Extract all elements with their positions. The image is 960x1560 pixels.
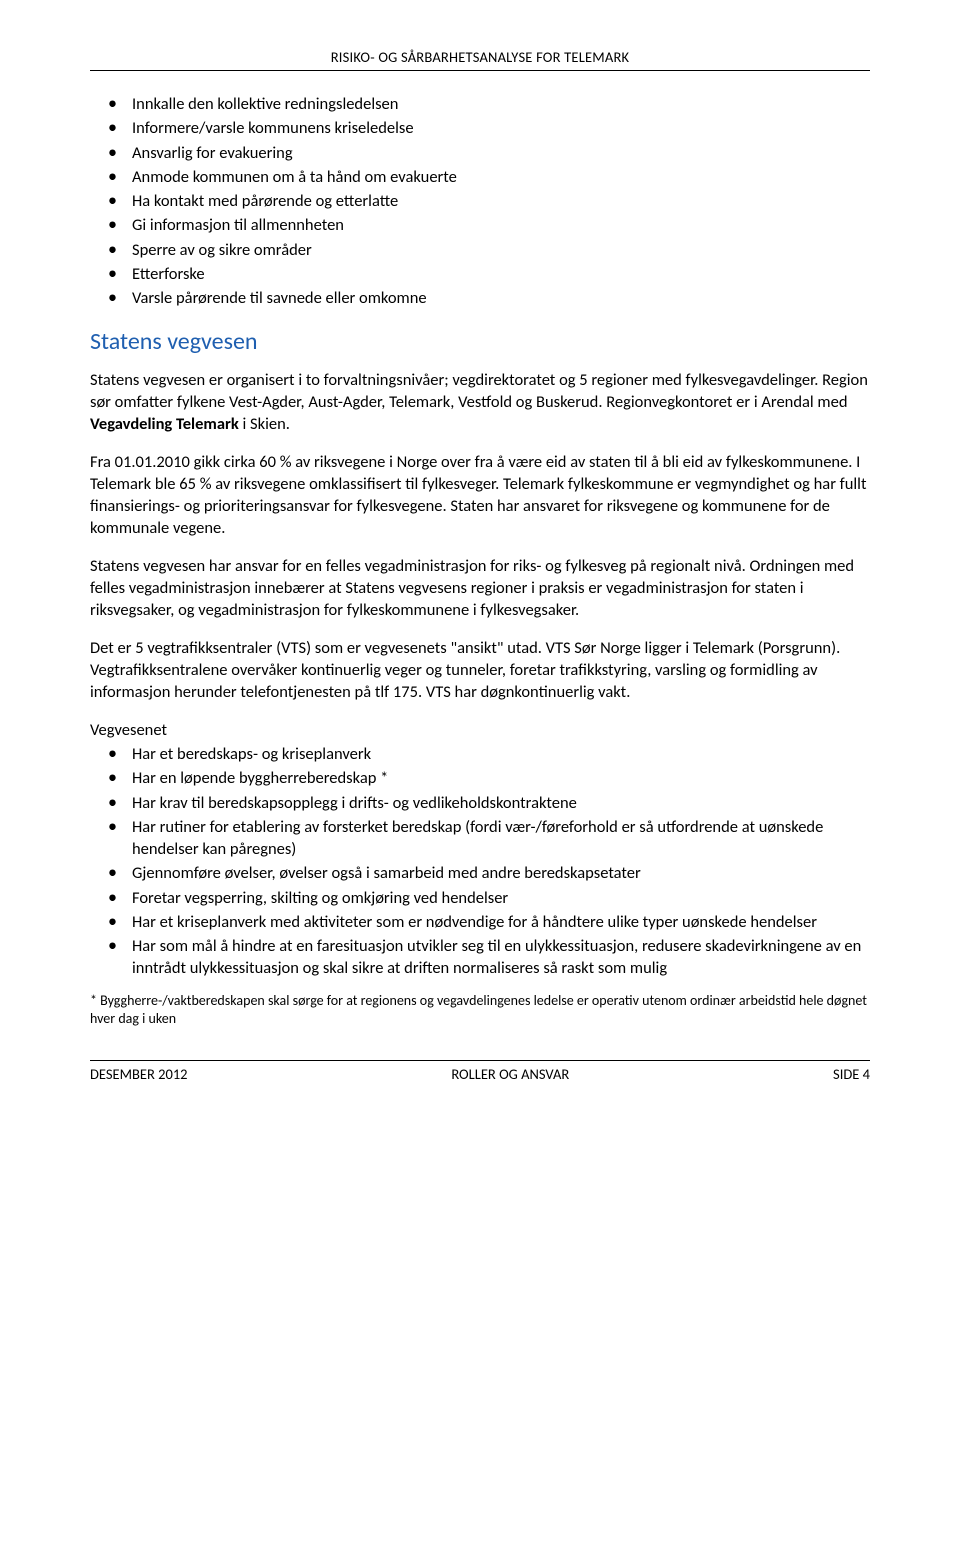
paragraph-3: Statens vegvesen har ansvar for en felle… [90,556,870,622]
list-item: Informere/varsle kommunens kriseledelse [108,117,870,139]
footer-right: SIDE 4 [833,1065,870,1083]
list-item: Har som mål å hindre at en faresituasjon… [108,935,870,980]
header-title: RISIKO- OG SÅRBARHETSANALYSE FOR TELEMAR… [331,48,630,66]
para1-post: i Skien. [239,414,290,434]
list-item: Etterforske [108,263,870,285]
list-item: Har en løpende byggherreberedskap * [108,767,870,789]
list-item: Har et kriseplanverk med aktiviteter som… [108,911,870,933]
page-header: RISIKO- OG SÅRBARHETSANALYSE FOR TELEMAR… [90,48,870,71]
paragraph-2: Fra 01.01.2010 gikk cirka 60 % av riksve… [90,452,870,540]
para1-pre: Statens vegvesen er organisert i to forv… [90,370,868,412]
list-item: Innkalle den kollektive redningsledelsen [108,93,870,115]
list-item: Sperre av og sikre områder [108,239,870,261]
page-footer: DESEMBER 2012 ROLLER OG ANSVAR SIDE 4 [90,1060,870,1083]
footer-center: ROLLER OG ANSVAR [451,1065,569,1083]
list-item: Ansvarlig for evakuering [108,142,870,164]
list-item: Ha kontakt med pårørende og etterlatte [108,190,870,212]
list-item: Har krav til beredskapsopplegg i drifts-… [108,792,870,814]
list-label: Vegvesenet [90,720,870,741]
list-item: Har et beredskaps- og kriseplanverk [108,743,870,765]
footer-left: DESEMBER 2012 [90,1065,188,1083]
para1-bold: Vegavdeling Telemark [90,414,239,434]
list-item: Foretar vegsperring, skilting og omkjøri… [108,887,870,909]
list-item: Varsle pårørende til savnede eller omkom… [108,287,870,309]
section-heading: Statens vegvesen [90,327,870,356]
top-bullet-list: Innkalle den kollektive redningsledelsen… [108,93,870,309]
list-item: Anmode kommunen om å ta hånd om evakuert… [108,166,870,188]
list-item: Gi informasjon til allmennheten [108,214,870,236]
lower-bullet-list: Har et beredskaps- og kriseplanverk Har … [108,743,870,980]
paragraph-1: Statens vegvesen er organisert i to forv… [90,370,870,436]
list-item: Gjennomføre øvelser, øvelser også i sama… [108,862,870,884]
list-item: Har rutiner for etablering av forsterket… [108,816,870,861]
footnote: * Byggherre-/vaktberedskapen skal sørge … [90,992,870,1028]
paragraph-4: Det er 5 vegtrafikksentraler (VTS) som e… [90,638,870,704]
